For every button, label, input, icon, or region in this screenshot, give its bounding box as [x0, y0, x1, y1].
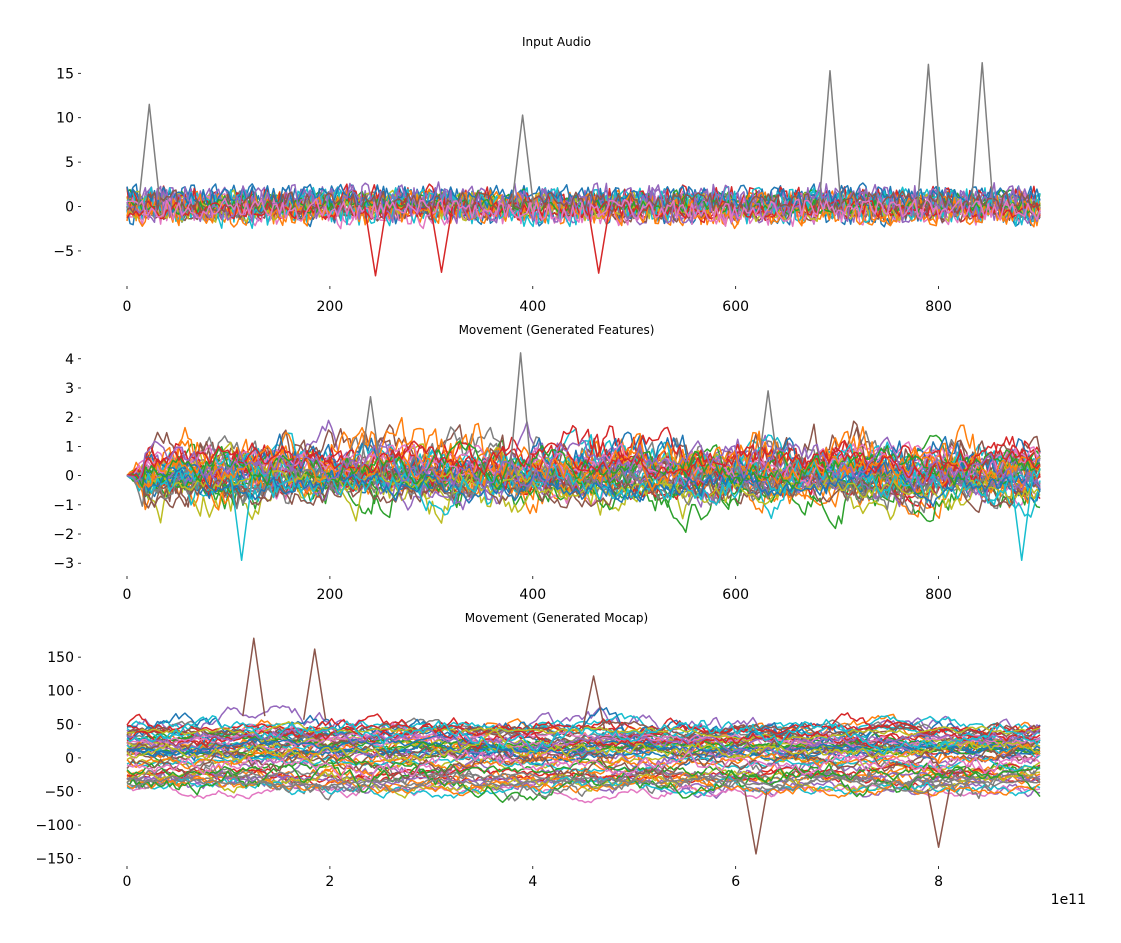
series-spike: [302, 648, 327, 720]
series-group: [126, 61, 1041, 277]
x-tick-label: 400: [519, 299, 546, 315]
series-spike: [358, 395, 383, 476]
y-tick-label: −50: [44, 784, 74, 800]
series-group: [126, 352, 1041, 562]
series-line: [126, 443, 1041, 516]
series-line: [126, 440, 1041, 483]
subplot-title: Movement (Generated Features): [459, 323, 655, 337]
series-line: [126, 749, 1041, 782]
series-spike: [581, 675, 606, 730]
series-line: [126, 730, 1041, 763]
x-tick-label: 600: [722, 299, 749, 315]
series-line: [126, 756, 1041, 798]
y-tick-label: 50: [56, 717, 74, 733]
series-spike: [756, 390, 780, 476]
series-line: [126, 433, 1041, 520]
y-tick-label: 15: [56, 66, 74, 82]
x-tick-label: 0: [123, 874, 132, 890]
x-tick-label: 200: [317, 299, 344, 315]
series-spike: [916, 63, 941, 207]
series-line: [126, 189, 1041, 216]
x-tick-label: 800: [925, 299, 952, 315]
series-line: [126, 464, 1041, 505]
series-spike: [229, 475, 254, 562]
y-tick-label: −2: [53, 527, 74, 543]
series-spike: [926, 789, 951, 848]
series-line: [126, 771, 1041, 799]
series-line: [126, 721, 1041, 742]
series-spike: [363, 206, 388, 277]
y-tick-label: −100: [36, 818, 74, 834]
x-tick-label: 0: [123, 587, 132, 603]
y-tick-label: −150: [36, 852, 74, 868]
series-spike: [510, 114, 535, 207]
series-line: [126, 748, 1041, 779]
series-line: [126, 440, 1041, 490]
series-spike: [1010, 475, 1034, 562]
y-tick-label: 1: [65, 439, 74, 455]
y-tick-label: 4: [65, 352, 74, 368]
series-line: [126, 715, 1041, 755]
series-spike: [970, 61, 994, 207]
y-tick-label: 100: [47, 684, 74, 700]
y-tick-label: −5: [53, 244, 74, 260]
x-tick-label: 800: [925, 587, 952, 603]
series-line: [126, 191, 1041, 228]
series-line: [126, 755, 1041, 786]
series-line: [126, 705, 1041, 746]
series-spike: [818, 69, 842, 207]
x-tick-label: 200: [317, 587, 344, 603]
x-tick-label: 6: [731, 874, 740, 890]
series-line: [126, 197, 1041, 223]
y-tick-label: 10: [56, 111, 74, 127]
y-tick-label: 2: [65, 410, 74, 426]
series-line: [126, 743, 1041, 771]
x-tick-label: 8: [934, 874, 943, 890]
y-tick-label: 0: [65, 469, 74, 485]
series-line: [126, 729, 1041, 763]
series-spike: [242, 637, 266, 717]
series-spike: [137, 103, 162, 207]
x-tick-label: 4: [528, 874, 537, 890]
series-group: [126, 637, 1041, 855]
y-tick-label: 0: [65, 200, 74, 216]
series-line: [126, 775, 1041, 799]
x-offset-label: 1e11: [1051, 892, 1086, 908]
y-tick-label: 0: [65, 751, 74, 767]
series-spike: [429, 206, 454, 273]
y-tick-label: −3: [53, 556, 74, 572]
y-tick-label: 3: [65, 381, 74, 397]
x-tick-label: 600: [722, 587, 749, 603]
series-spike: [744, 791, 768, 855]
series-line: [126, 762, 1041, 783]
subplot-1: Input Audio 0 200 400 600 800 15 10 5 0 −5: [53, 35, 1041, 315]
series-line: [126, 727, 1041, 757]
series-line: [126, 431, 1041, 500]
series-line: [126, 755, 1041, 773]
series-spike: [508, 352, 533, 476]
x-tick-label: 2: [325, 874, 334, 890]
y-tick-label: 5: [65, 155, 74, 171]
subplot-title: Movement (Generated Mocap): [465, 611, 648, 625]
x-tick-label: 0: [123, 299, 132, 315]
subplot-3: Movement (Generated Mocap) 0 2 4 6 8 150 100 50 0…: [36, 611, 1086, 908]
series-line: [126, 734, 1041, 756]
x-tick-label: 400: [519, 587, 546, 603]
y-tick-label: 150: [47, 650, 74, 666]
series-line: [126, 461, 1041, 508]
subplot-2: Movement (Generated Features) 0 200 400 600 8…: [53, 323, 1041, 603]
series-spike: [587, 206, 611, 274]
series-line: [126, 775, 1041, 794]
series-line: [126, 436, 1041, 492]
y-tick-label: −1: [53, 498, 74, 514]
subplot-title: Input Audio: [522, 35, 591, 49]
